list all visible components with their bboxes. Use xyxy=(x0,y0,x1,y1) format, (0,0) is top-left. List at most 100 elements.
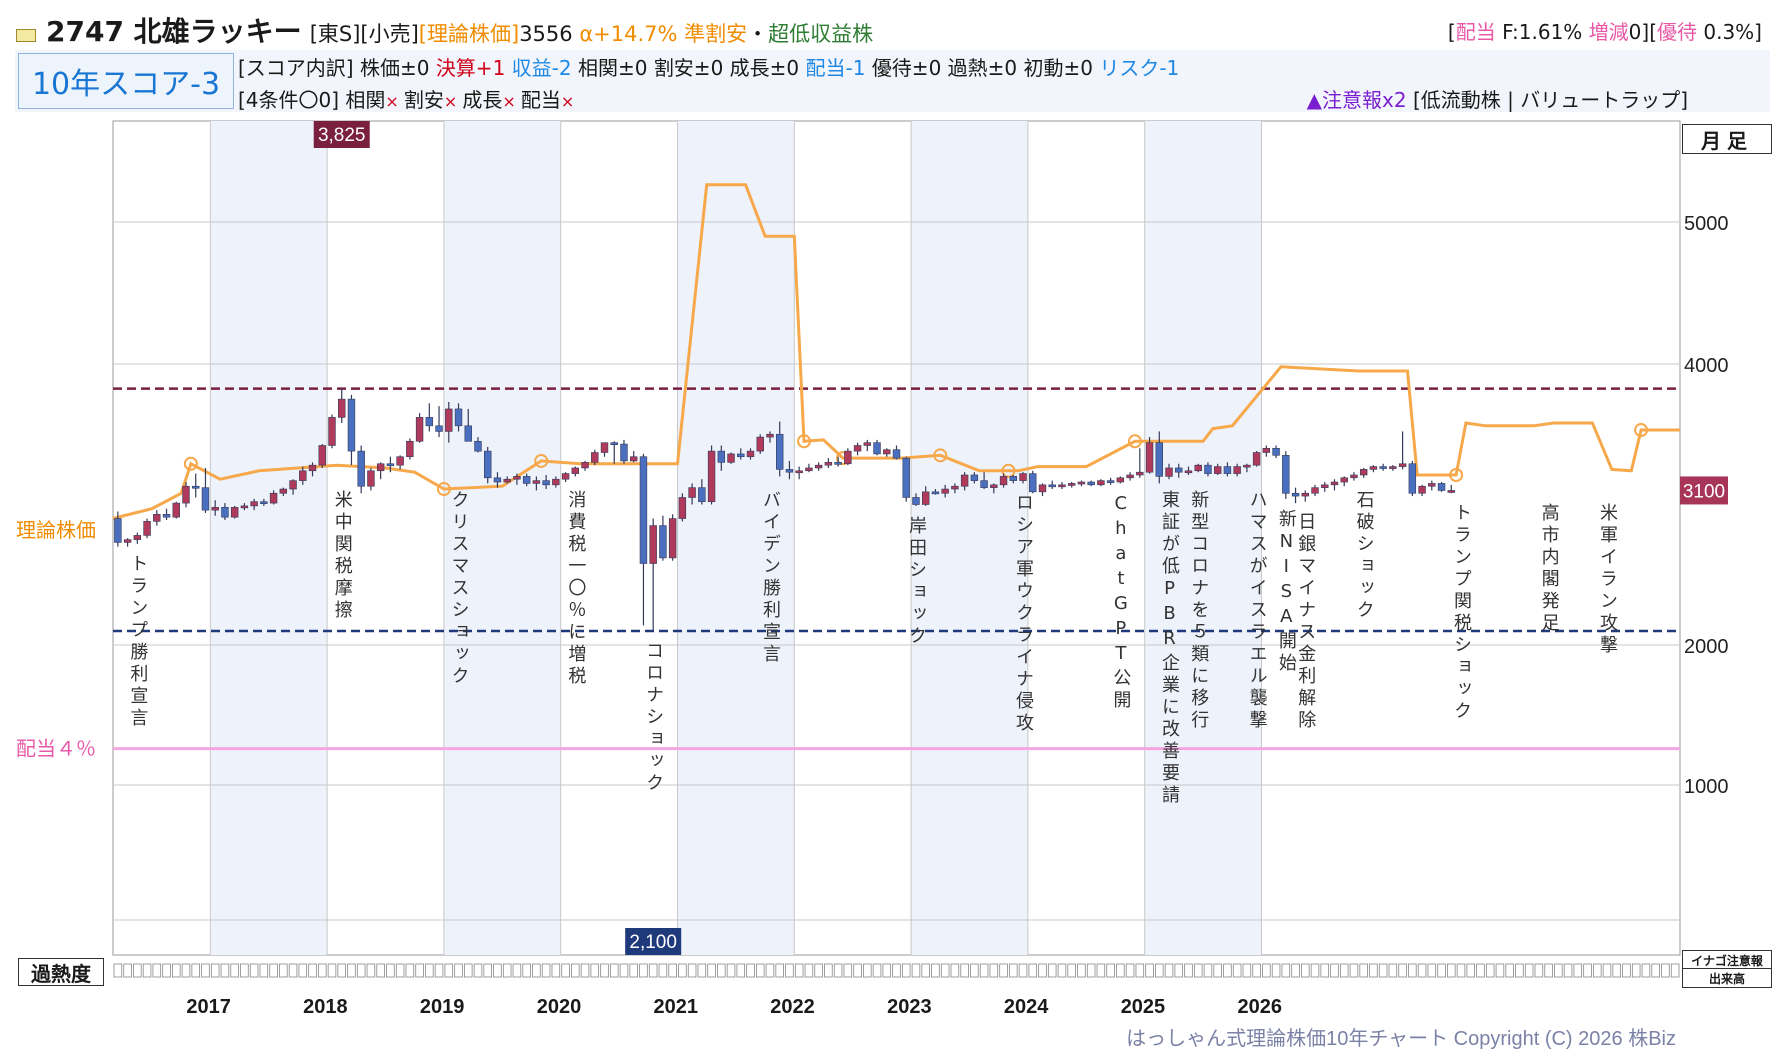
incdec-label: 増減 xyxy=(1588,20,1629,44)
candle-body xyxy=(221,507,229,518)
overheat-cell xyxy=(1495,963,1505,978)
candle-body xyxy=(999,476,1008,486)
ten-year-score-box: 10年スコア-3 xyxy=(18,53,234,109)
year-label: 2026 xyxy=(1237,996,1282,1018)
candle-body xyxy=(1301,492,1309,497)
overheat-cell xyxy=(1466,963,1476,978)
candle-body xyxy=(328,417,336,446)
candle-body xyxy=(1311,487,1319,494)
event-label: 米中関税摩擦 xyxy=(331,490,353,622)
inago-alert-button[interactable]: イナゴ注意報 xyxy=(1682,950,1772,970)
overheat-cell xyxy=(736,963,746,978)
candle-body xyxy=(795,470,803,474)
candle-body xyxy=(386,463,395,467)
candle-body xyxy=(1398,463,1407,467)
candle-body xyxy=(1097,480,1105,486)
candle-body xyxy=(863,442,872,446)
candle-body xyxy=(357,450,365,487)
year-band xyxy=(677,121,795,955)
candle-body xyxy=(338,398,346,418)
candle-body xyxy=(1233,466,1241,474)
candle-body xyxy=(425,417,434,427)
event-label: 新NISA開始 xyxy=(1275,508,1297,675)
candle-body xyxy=(279,488,288,494)
overheat-cell xyxy=(1291,963,1300,978)
condition-items: 相関× 割安× 成長× 配当× xyxy=(345,88,574,112)
candle-body xyxy=(1243,464,1251,468)
overheat-cell xyxy=(1320,963,1330,978)
score-breakdown: [スコア内訳] 株価±0 決算+1 収益-2 相関±0 割安±0 成長±0 配当… xyxy=(238,52,1179,81)
event-label: トランプ勝利宣言 xyxy=(127,553,149,730)
event-label: クリスマスショック xyxy=(448,490,470,688)
dividend-label: 配当 xyxy=(1455,20,1496,44)
overheat-cell xyxy=(1116,963,1125,978)
overheat-cell xyxy=(804,963,814,978)
candle-body xyxy=(834,462,842,465)
theory-marker xyxy=(1001,463,1016,478)
overheat-cell xyxy=(191,963,200,978)
volume-button[interactable]: 出来高 xyxy=(1682,968,1772,988)
score-item: 決算+1 xyxy=(435,56,512,80)
overheat-cell xyxy=(395,963,405,978)
candle-body xyxy=(1379,466,1387,469)
score-conditions: [4条件〇0] 相関× 割安× 成長× 配当× xyxy=(238,84,574,113)
candle-body xyxy=(464,425,472,442)
overheat-cell xyxy=(950,963,960,978)
monthly-button[interactable]: 月足 xyxy=(1682,124,1772,154)
dividend-axis-label: 配当４％ xyxy=(16,737,96,761)
warning-row: ▲注意報x2 [低流動株 | バリュートラップ] xyxy=(1307,84,1688,113)
overheat-cell xyxy=(794,963,804,978)
overheat-cell xyxy=(775,963,784,978)
overheat-cell xyxy=(1456,963,1466,978)
current-price-box xyxy=(1680,476,1728,505)
overheat-cell xyxy=(1417,963,1427,978)
score-item: 初動±0 xyxy=(1023,56,1100,80)
candle-body xyxy=(824,462,833,466)
candle-body xyxy=(678,497,687,519)
theory-price-line xyxy=(112,183,1680,520)
condition-item: 割安× xyxy=(403,88,463,112)
overheat-cell xyxy=(1369,963,1378,978)
overheat-cell xyxy=(1271,963,1281,978)
overheat-cell xyxy=(1593,963,1602,978)
overheat-cell xyxy=(1544,963,1553,978)
candle-body xyxy=(688,487,696,498)
overheat-cell xyxy=(1155,963,1164,978)
overheat-cell xyxy=(444,963,454,978)
candle-body xyxy=(1428,483,1436,487)
overheat-cell xyxy=(1388,963,1398,978)
overheat-cell xyxy=(989,963,999,978)
overheat-cell xyxy=(220,963,230,978)
score-item: 成長±0 xyxy=(729,56,806,80)
overheat-cell xyxy=(1232,963,1242,978)
candle-body xyxy=(1418,485,1426,494)
overheat-cell xyxy=(386,963,395,978)
warning-label: ▲注意報x2 xyxy=(1306,88,1407,112)
candle-body xyxy=(1330,481,1339,486)
overheat-cell xyxy=(113,963,123,978)
event-label: 日銀マイナス金利解除 xyxy=(1295,511,1317,732)
year-label: 2023 xyxy=(887,996,932,1018)
memo-icon[interactable] xyxy=(16,28,36,42)
overheat-cell xyxy=(152,963,162,978)
ticker-title: 2747 北雄ラッキー xyxy=(46,15,302,48)
overheat-cell xyxy=(609,963,619,978)
overheat-cell xyxy=(940,963,950,978)
candle-body xyxy=(396,456,404,466)
candle-body xyxy=(1282,455,1290,494)
candle-body xyxy=(415,417,424,442)
candle-body xyxy=(1223,466,1232,474)
overheat-cell xyxy=(1437,963,1446,978)
candle-body xyxy=(260,501,268,504)
overheat-cell xyxy=(1164,963,1174,978)
overheat-cell xyxy=(853,963,862,978)
score-item: 配当-1 xyxy=(805,56,872,80)
overheat-cell xyxy=(765,963,775,978)
candle-body xyxy=(1408,463,1417,494)
overheat-cell xyxy=(123,963,132,978)
overheat-cell xyxy=(1086,963,1096,978)
year-label: 2021 xyxy=(653,996,699,1018)
overheat-cell xyxy=(1174,963,1184,978)
candle-body xyxy=(513,476,521,480)
